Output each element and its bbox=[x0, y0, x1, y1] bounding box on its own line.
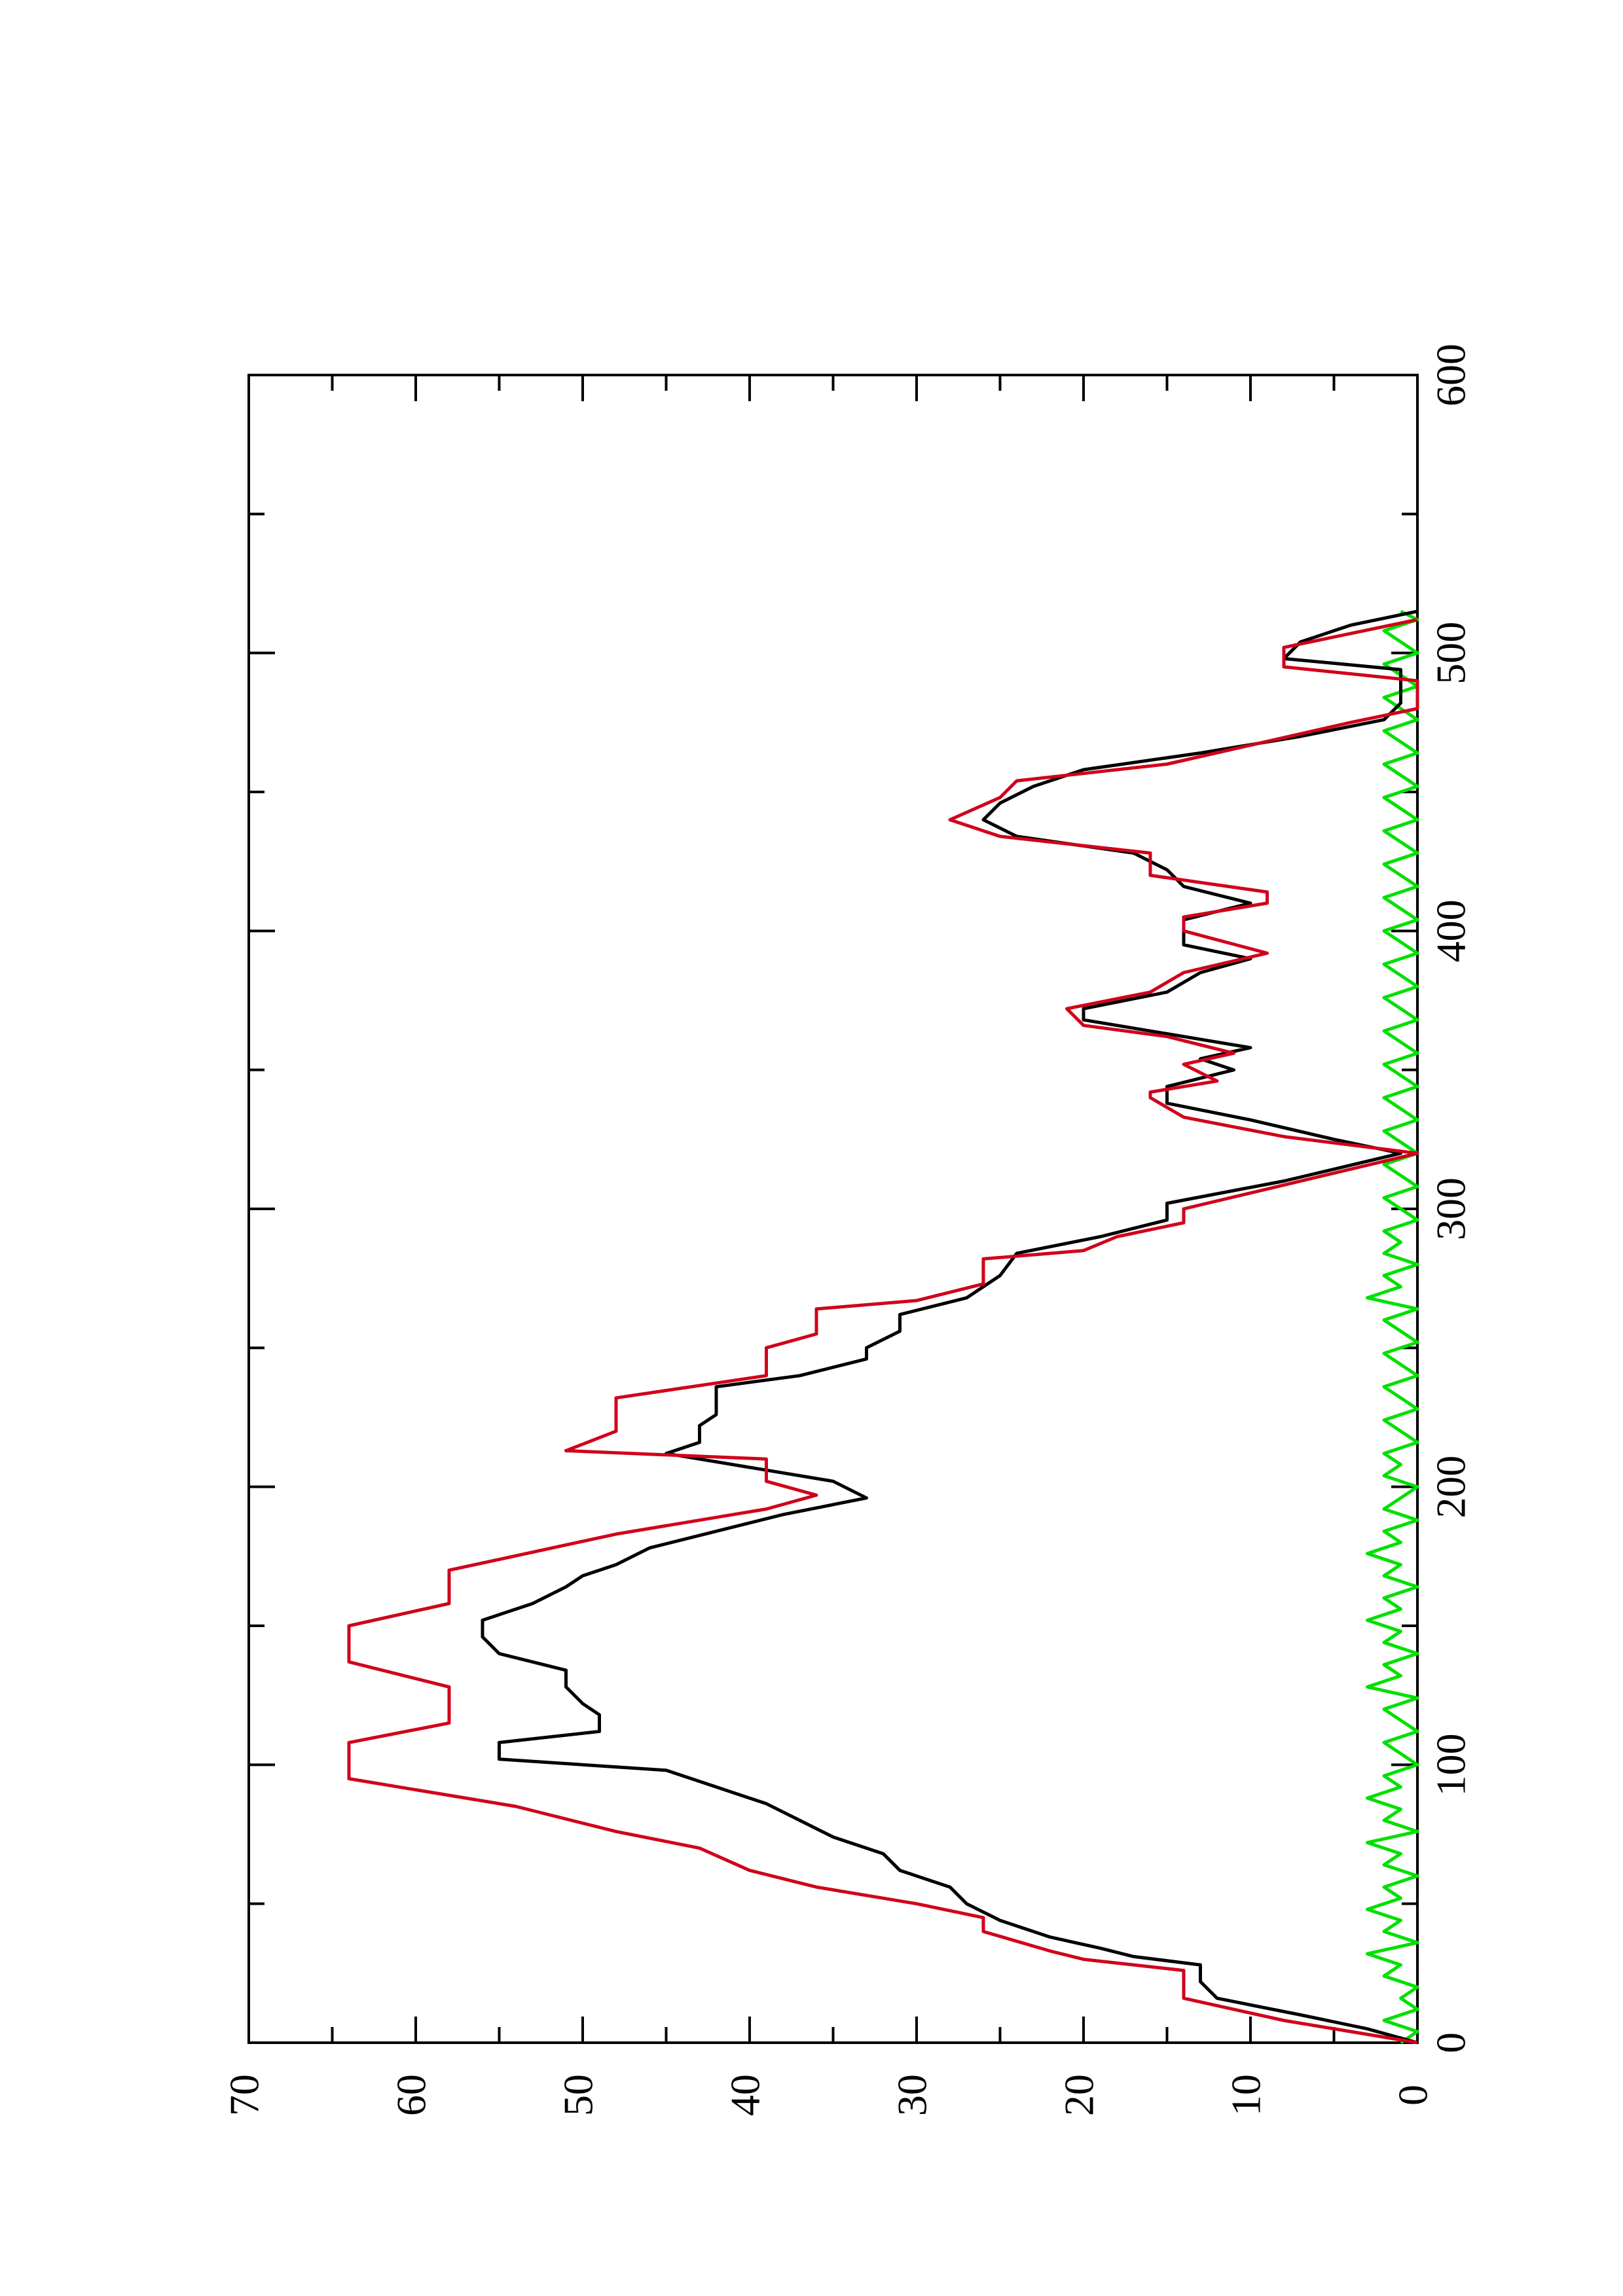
y-tick-label: 0 bbox=[1390, 2085, 1436, 2106]
red-series-line bbox=[347, 618, 1419, 2045]
x-tick-label: 400 bbox=[1428, 899, 1474, 962]
x-tick-label: 100 bbox=[1428, 1733, 1474, 1796]
y-tick-label: 50 bbox=[555, 2074, 602, 2116]
x-tick-label: 500 bbox=[1428, 622, 1474, 685]
y-tick-label: 30 bbox=[889, 2074, 936, 2116]
data-series bbox=[347, 609, 1419, 2045]
y-tick-label: 10 bbox=[1223, 2074, 1269, 2116]
axis-ticks bbox=[247, 374, 1419, 2044]
y-tick-label: 70 bbox=[221, 2074, 268, 2116]
green-series-line bbox=[1366, 609, 1419, 2045]
x-tick-label: 600 bbox=[1428, 344, 1474, 406]
y-tick-label: 60 bbox=[388, 2074, 435, 2116]
x-tick-label: 0 bbox=[1428, 2032, 1474, 2053]
y-tick-label: 40 bbox=[722, 2074, 769, 2116]
x-tick-label: 200 bbox=[1428, 1456, 1474, 1518]
black-series-line bbox=[481, 609, 1418, 2045]
y-tick-label: 20 bbox=[1056, 2074, 1103, 2116]
x-tick-label: 300 bbox=[1428, 1177, 1474, 1240]
tick-labels: 0 100 200 300 400 500 600 0 10 20 30 40 50 60 70 bbox=[221, 344, 1474, 2116]
